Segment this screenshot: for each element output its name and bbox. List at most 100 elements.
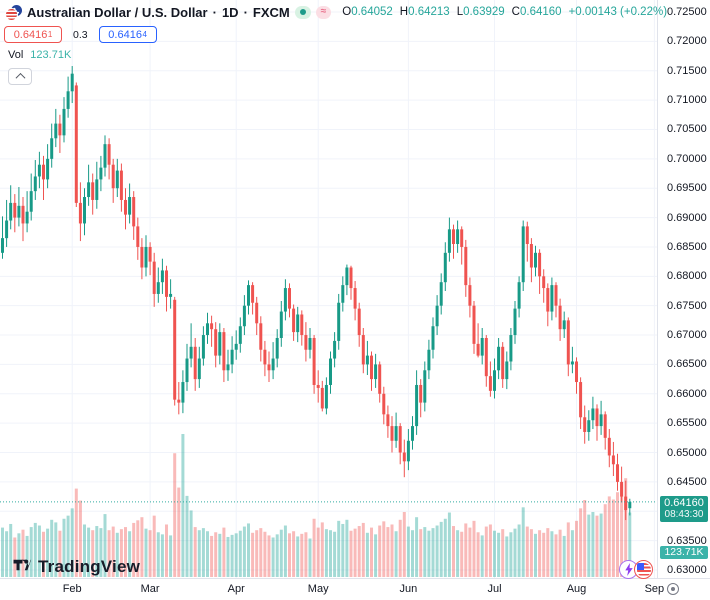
volume-bar (70, 508, 74, 577)
candle-body (517, 282, 521, 309)
candle-body (156, 282, 160, 294)
candle-body (160, 270, 164, 283)
volume-bar (579, 508, 583, 577)
volume-bar (542, 532, 546, 577)
volume-bar (156, 532, 160, 577)
candle-body (136, 226, 140, 247)
symbol-row: Australian Dollar / U.S. Dollar · 1D · F… (6, 3, 667, 21)
candle-body (370, 355, 373, 380)
candle-body (415, 384, 419, 427)
candle-body (1, 238, 4, 253)
price-tick-label: 0.72500 (667, 6, 707, 18)
candle-body (443, 252, 447, 283)
time-axis[interactable]: Feb Mar Apr May Jun Jul Aug Sep (0, 578, 710, 600)
volume-bar (115, 532, 119, 577)
volume-bar (29, 527, 33, 577)
volume-bar (95, 526, 99, 577)
candle-body (111, 164, 115, 189)
candle-body (587, 420, 591, 432)
timeframe-label[interactable]: 1D (221, 4, 239, 20)
collapse-legend-button[interactable] (8, 68, 32, 85)
volume-bar (595, 515, 599, 577)
volume-bar (74, 488, 78, 577)
candle-body (17, 205, 21, 218)
candle-body (431, 326, 435, 350)
candle-body (42, 164, 45, 180)
candle-body (267, 364, 271, 371)
candle-body (271, 358, 275, 371)
candle-body (5, 220, 9, 239)
volume-bar (427, 530, 431, 577)
economic-event-markers (619, 560, 653, 579)
tradingview-watermark[interactable]: TradingView (12, 556, 140, 577)
candle-body (460, 229, 464, 247)
us-flag-event-icon[interactable] (634, 560, 653, 579)
buy-ask-button[interactable]: 0.6416 4 (98, 26, 157, 43)
symbol-title[interactable]: Australian Dollar / U.S. Dollar (27, 4, 208, 20)
volume-bar (509, 532, 513, 577)
candle-body (296, 314, 300, 333)
candle-body (50, 138, 54, 159)
volume-bar (21, 529, 25, 577)
candle-body (509, 335, 513, 362)
volume-bar (296, 536, 300, 577)
volume-bar (562, 535, 566, 577)
candle-body (304, 335, 308, 350)
candle-body (222, 332, 226, 371)
candle-body (66, 91, 70, 109)
volume-bar (275, 534, 279, 577)
candle-body (169, 293, 173, 297)
price-tick-label: 0.70000 (667, 152, 707, 165)
month-label: Mar (140, 583, 160, 595)
candle-body (25, 211, 29, 224)
volume-bar (394, 531, 398, 577)
candle-body (583, 417, 587, 432)
candle-body (472, 305, 476, 344)
volume-bar (124, 527, 127, 577)
change-value: +0.00143 (+0.22%) (568, 6, 668, 18)
candle-body (406, 440, 410, 462)
candle-body (542, 276, 546, 289)
candle-body (37, 164, 41, 177)
volume-bar (58, 530, 62, 577)
volume-bar (255, 530, 259, 577)
volume-value: 123.71K (30, 49, 72, 61)
volume-bar (374, 534, 378, 577)
candle-body (525, 226, 529, 245)
candle-body (575, 361, 578, 383)
open-label: O (342, 6, 352, 18)
aud-usd-pair-flags-icon (6, 4, 22, 20)
volume-bar (251, 532, 255, 577)
candle-body (365, 355, 369, 365)
bid-ask-row: 0.6416 1 0.3 0.6416 4 (4, 26, 667, 43)
volume-bar (242, 526, 246, 577)
volume-bar (5, 531, 9, 577)
volume-bar (570, 530, 574, 577)
volume-bar (607, 496, 611, 577)
volume-bar (382, 521, 386, 577)
price-tick-label: 0.64500 (667, 475, 707, 488)
candle-body (488, 376, 492, 391)
price-tick-label: 0.69000 (667, 211, 707, 224)
candle-body (394, 426, 398, 441)
candle-body (33, 176, 37, 192)
candlestick-chart-canvas[interactable] (0, 0, 657, 578)
price-tick-label: 0.65000 (667, 446, 707, 459)
candle-body (185, 358, 189, 383)
volume-bar (144, 528, 148, 577)
candle-body (300, 314, 304, 336)
volume-bar (91, 530, 95, 577)
market-open-dot-icon[interactable] (294, 5, 311, 19)
volume-bar (292, 531, 296, 577)
volume-bar (300, 533, 304, 577)
candle-body (197, 358, 201, 380)
price-axis[interactable]: 0.64160 08:43:30 123.71K 0.72500 0.72000 0… (657, 0, 710, 578)
axis-settings-target-icon[interactable] (667, 583, 679, 595)
candle-body (107, 144, 111, 165)
candle-body (230, 349, 234, 365)
sell-bid-button[interactable]: 0.6416 1 (4, 26, 62, 43)
volume-bar (361, 522, 365, 577)
candle-body (78, 202, 82, 224)
delayed-data-waves-icon[interactable]: ≈ (315, 5, 332, 19)
volume-bar (148, 530, 152, 577)
